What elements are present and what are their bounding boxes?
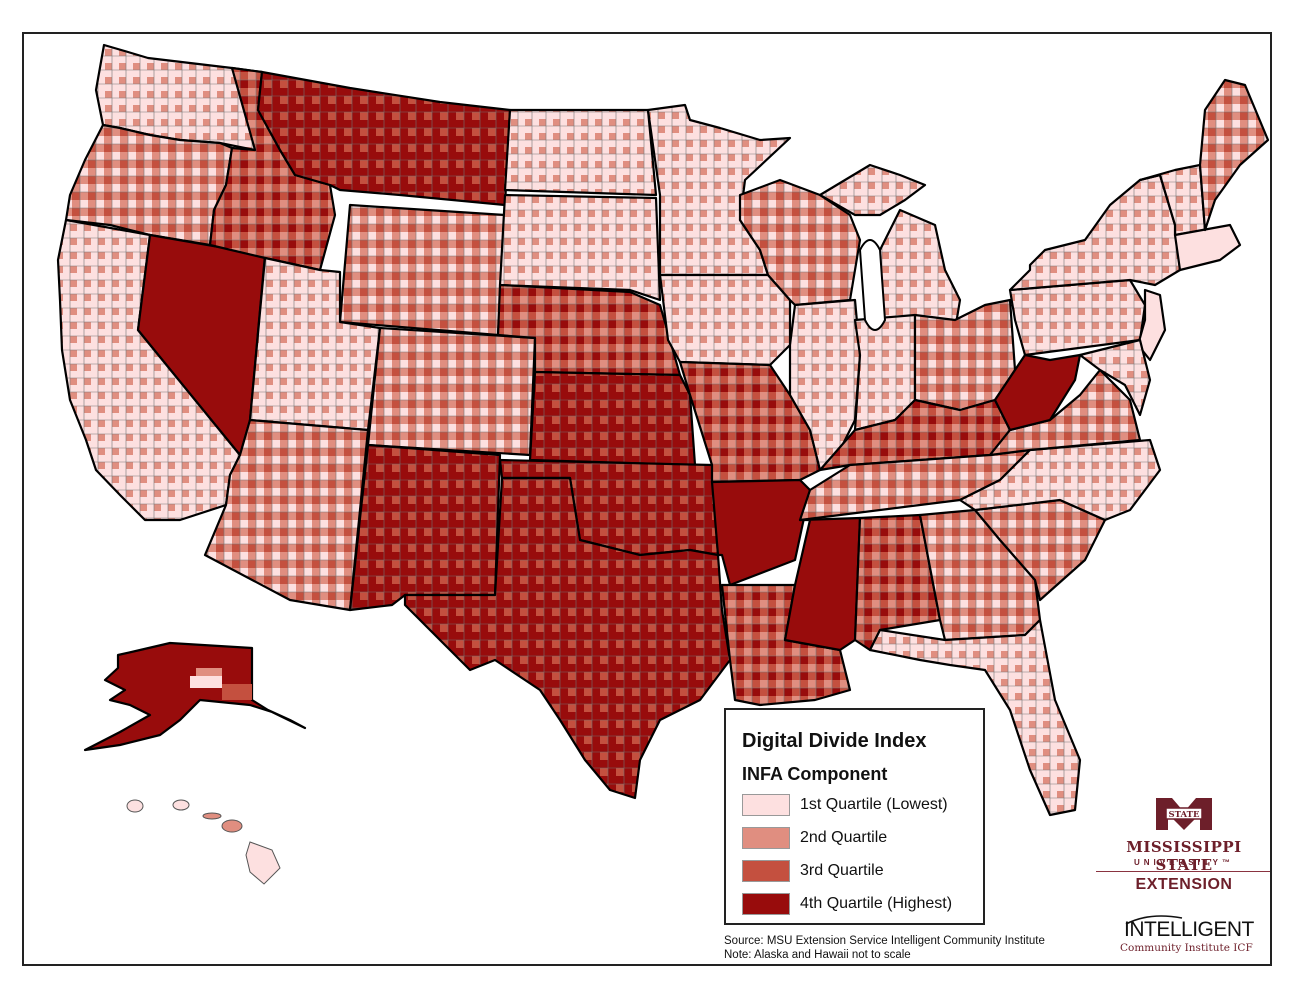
- alaska-q1-region: [190, 676, 222, 688]
- hawaii-kauai: [126, 799, 144, 813]
- state-kansas: [528, 370, 697, 467]
- state-south-dakota: [498, 193, 662, 302]
- swoosh-icon: [1125, 915, 1183, 925]
- state-massachusetts-ct-ri: [1173, 223, 1242, 272]
- legend-label-q3: 3rd Quartile: [800, 862, 884, 879]
- hawaii-molokai: [202, 812, 222, 820]
- state-michigan-upper: [818, 163, 927, 217]
- state-maine: [1198, 78, 1270, 232]
- msu-extension-logo: STATE MISSISSIPPI STATE UNIVERSITY™ EXTE…: [1096, 792, 1272, 893]
- state-maryland-delaware: [1078, 338, 1152, 417]
- state-new-mexico: [348, 443, 502, 612]
- state-north-dakota: [503, 108, 658, 197]
- state-texas: [403, 476, 732, 800]
- legend-item-q1: 1st Quartile (Lowest): [742, 793, 948, 817]
- legend-label-q1: 1st Quartile (Lowest): [800, 796, 948, 813]
- legend-swatch-q3: [742, 860, 790, 882]
- legend-title: Digital Divide Index: [742, 730, 927, 752]
- state-florida: [868, 618, 1082, 817]
- ici-subtitle: Community Institute ICF: [1120, 942, 1253, 954]
- legend-item-q2: 2nd Quartile: [742, 826, 887, 850]
- source-text: Source: MSU Extension Service Intelligen…: [724, 935, 1045, 947]
- state-alaska: [83, 641, 307, 752]
- alaska-q2-region: [196, 668, 222, 676]
- state-north-carolina: [958, 438, 1162, 522]
- legend-label-q4: 4th Quartile (Highest): [800, 895, 953, 912]
- legend: Digital Divide Index INFA Component 1st …: [724, 708, 985, 925]
- legend-subtitle: INFA Component: [742, 764, 888, 784]
- legend-swatch-q2: [742, 827, 790, 849]
- legend-label-q2: 2nd Quartile: [800, 829, 888, 846]
- alaska-q3-region: [222, 684, 252, 700]
- hawaii-big-island: [245, 841, 281, 885]
- legend-item-q4: 4th Quartile (Highest): [742, 892, 952, 916]
- msu-name: MISSISSIPPI STATE: [1126, 838, 1242, 874]
- lake-michigan: [858, 239, 887, 331]
- hawaii-maui: [221, 819, 243, 833]
- msu-m-shield-icon: STATE: [1156, 798, 1212, 830]
- hawaii-oahu: [172, 799, 190, 811]
- state-arkansas: [710, 478, 812, 587]
- msu-extension: EXTENSION: [1135, 876, 1233, 893]
- state-new-jersey: [1136, 288, 1167, 362]
- state-iowa: [658, 273, 792, 367]
- svg-text:STATE: STATE: [1169, 810, 1200, 820]
- state-new-york: [1008, 173, 1182, 292]
- state-colorado: [366, 326, 537, 457]
- state-wyoming: [338, 203, 507, 337]
- legend-swatch-q1: [742, 794, 790, 816]
- scale-note-text: Note: Alaska and Hawaii not to scale: [724, 949, 911, 961]
- state-missouri: [678, 360, 822, 484]
- state-montana: [256, 70, 512, 207]
- ici-name: INTELLIGENT: [1124, 918, 1254, 941]
- msu-divider: [1096, 871, 1270, 872]
- source-note: Source: MSU Extension Service Intelligen…: [724, 934, 1045, 962]
- msu-university: UNIVERSITY™: [1133, 858, 1234, 867]
- ici-logo: INTELLIGENT Community Institute ICF: [1116, 914, 1266, 958]
- legend-swatch-q4: [742, 893, 790, 915]
- legend-item-q3: 3rd Quartile: [742, 859, 884, 883]
